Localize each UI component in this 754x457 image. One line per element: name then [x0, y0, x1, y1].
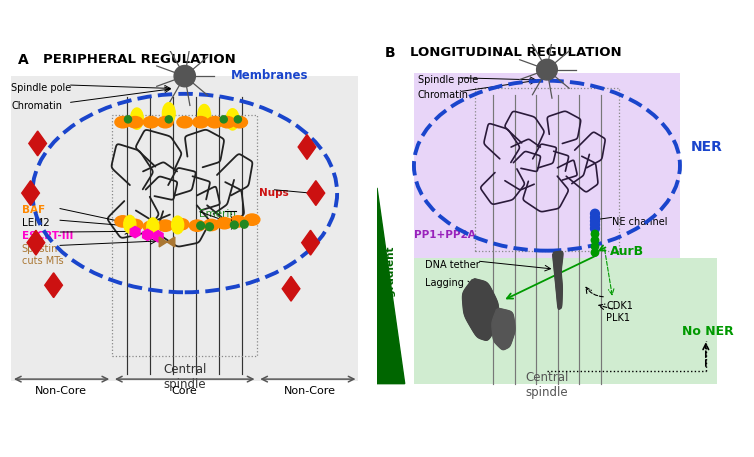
Text: Membranes: Membranes	[231, 69, 308, 82]
Circle shape	[591, 243, 599, 250]
Text: Non-Core: Non-Core	[35, 386, 87, 396]
Text: NE channel: NE channel	[611, 218, 667, 228]
Ellipse shape	[158, 117, 173, 128]
Ellipse shape	[147, 218, 159, 236]
Ellipse shape	[165, 116, 173, 123]
Circle shape	[591, 230, 599, 238]
Polygon shape	[282, 276, 300, 301]
Circle shape	[537, 59, 557, 80]
Text: CDK1: CDK1	[606, 301, 633, 311]
Text: Nups: Nups	[259, 188, 289, 198]
Circle shape	[174, 65, 195, 87]
Polygon shape	[298, 135, 316, 159]
Circle shape	[590, 217, 599, 226]
Text: Lagging: Lagging	[425, 278, 464, 288]
Text: LEM2: LEM2	[22, 218, 50, 228]
Ellipse shape	[124, 116, 131, 123]
Polygon shape	[377, 188, 405, 384]
Circle shape	[590, 213, 599, 222]
Circle shape	[590, 220, 599, 229]
Text: PLK1: PLK1	[606, 314, 630, 324]
Circle shape	[590, 224, 599, 233]
Polygon shape	[29, 131, 47, 156]
Ellipse shape	[143, 221, 159, 233]
Text: NER: NER	[691, 140, 723, 154]
Ellipse shape	[189, 220, 205, 231]
Bar	[475, 88, 619, 251]
Polygon shape	[22, 181, 39, 206]
Text: B: B	[385, 46, 395, 59]
Ellipse shape	[193, 117, 208, 128]
Circle shape	[590, 209, 599, 218]
Text: DNA tether: DNA tether	[425, 260, 480, 270]
Ellipse shape	[127, 117, 143, 128]
Polygon shape	[153, 231, 163, 242]
Text: Spindle pole: Spindle pole	[418, 75, 478, 85]
Ellipse shape	[241, 220, 248, 228]
Ellipse shape	[219, 117, 235, 128]
Polygon shape	[492, 308, 515, 350]
FancyBboxPatch shape	[414, 73, 680, 258]
Ellipse shape	[197, 222, 204, 229]
Ellipse shape	[130, 108, 143, 129]
Ellipse shape	[127, 219, 143, 231]
Text: PP1+PP2A: PP1+PP2A	[414, 230, 476, 240]
Text: BAF: BAF	[22, 206, 44, 215]
Text: Spastin
cuts MTs: Spastin cuts MTs	[22, 244, 63, 266]
Ellipse shape	[244, 214, 260, 225]
Ellipse shape	[124, 215, 136, 233]
Ellipse shape	[230, 216, 246, 227]
Text: Chromatin: Chromatin	[11, 101, 62, 111]
Text: PERIPHERAL REGULATION: PERIPHERAL REGULATION	[43, 53, 236, 66]
Ellipse shape	[158, 220, 173, 231]
Ellipse shape	[204, 219, 219, 231]
Bar	[112, 115, 257, 356]
Text: ESCRT-III: ESCRT-III	[22, 231, 73, 241]
Circle shape	[591, 237, 599, 244]
Ellipse shape	[198, 105, 210, 126]
Ellipse shape	[220, 116, 227, 123]
Polygon shape	[143, 229, 152, 240]
Text: AurB: AurB	[610, 245, 644, 258]
Text: A: A	[18, 53, 29, 67]
Circle shape	[591, 249, 599, 256]
Ellipse shape	[231, 221, 238, 229]
Ellipse shape	[234, 116, 241, 123]
Polygon shape	[462, 279, 498, 340]
Polygon shape	[130, 226, 140, 238]
Ellipse shape	[232, 117, 247, 128]
Text: Central
spindle: Central spindle	[526, 371, 569, 399]
Ellipse shape	[216, 218, 232, 229]
FancyBboxPatch shape	[11, 76, 358, 381]
Text: AurB gradient: AurB gradient	[386, 246, 396, 329]
Ellipse shape	[207, 117, 222, 128]
Polygon shape	[553, 251, 563, 309]
Polygon shape	[44, 273, 63, 298]
Polygon shape	[302, 230, 320, 255]
Ellipse shape	[115, 216, 130, 227]
Text: Non-Core: Non-Core	[284, 386, 336, 396]
Polygon shape	[307, 181, 325, 206]
Polygon shape	[27, 230, 44, 255]
Text: Emerin: Emerin	[199, 209, 236, 219]
Text: Chromatin: Chromatin	[418, 90, 469, 100]
Ellipse shape	[115, 117, 130, 128]
Ellipse shape	[173, 218, 189, 230]
Ellipse shape	[226, 109, 239, 130]
Ellipse shape	[177, 117, 192, 128]
Text: Core: Core	[172, 386, 198, 396]
Text: LONGITUDINAL REGULATION: LONGITUDINAL REGULATION	[410, 46, 622, 58]
Text: No NER: No NER	[682, 324, 734, 338]
Text: Central
spindle: Central spindle	[163, 363, 207, 391]
Ellipse shape	[162, 103, 175, 124]
Ellipse shape	[143, 117, 159, 128]
Text: Spindle pole: Spindle pole	[11, 83, 72, 93]
Polygon shape	[159, 237, 175, 247]
Ellipse shape	[172, 216, 184, 234]
FancyBboxPatch shape	[414, 258, 717, 384]
Ellipse shape	[206, 223, 213, 231]
